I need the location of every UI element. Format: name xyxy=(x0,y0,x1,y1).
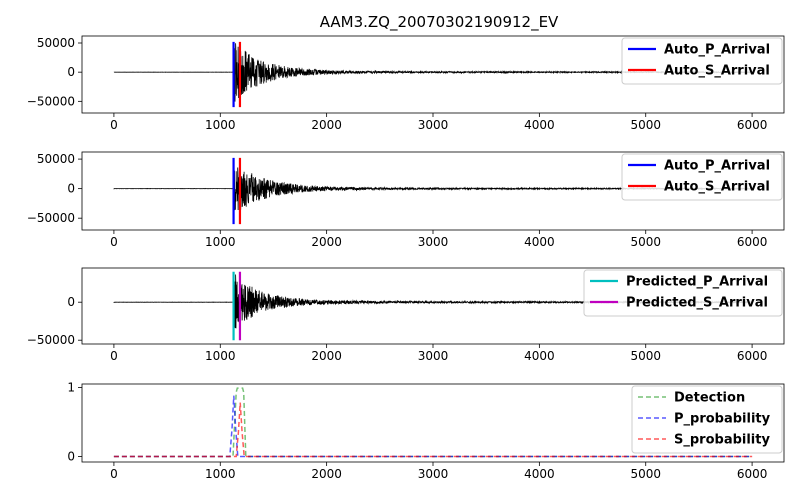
x-tick-label: 2000 xyxy=(311,235,342,249)
y-tick-label: 0 xyxy=(67,295,75,309)
y-tick-label: −50000 xyxy=(27,333,75,347)
y-tick-label: 0 xyxy=(67,449,75,463)
y-tick-label: 0 xyxy=(67,182,75,196)
legend-label: Predicted_S_Arrival xyxy=(626,296,768,311)
x-tick-label: 6000 xyxy=(737,467,768,481)
x-tick-label: 0 xyxy=(110,349,118,363)
legend-label: Predicted_P_Arrival xyxy=(626,275,768,290)
y-tick-label: 1 xyxy=(67,380,75,394)
y-tick-label: 0 xyxy=(67,65,75,79)
legend-label: Detection xyxy=(674,391,745,406)
x-tick-label: 1000 xyxy=(205,349,236,363)
panel-1: 0 1000 2000 3000 4000 5000 6000 −50000 0 50000 Aut… xyxy=(27,35,785,132)
x-tick-label: 2000 xyxy=(311,349,342,363)
x-tick-label: 5000 xyxy=(630,235,661,249)
legend-label: Auto_S_Arrival xyxy=(664,180,770,195)
legend: Auto_P_Arrival Auto_S_Arrival xyxy=(621,37,783,85)
legend-label: Auto_P_Arrival xyxy=(664,159,770,174)
x-tick-label: 1000 xyxy=(205,235,236,249)
x-tick-label: 2000 xyxy=(311,118,342,132)
x-tick-label: 5000 xyxy=(630,349,661,363)
x-tick-label: 4000 xyxy=(524,349,555,363)
y-tick-label: 50000 xyxy=(37,36,75,50)
x-tick-label: 3000 xyxy=(418,349,449,363)
panel-3: 0 1000 2000 3000 4000 5000 6000 −50000 0 Predicte… xyxy=(27,267,785,363)
legend: Predicted_P_Arrival Predicted_S_Arrival xyxy=(583,269,783,317)
x-tick-label: 5000 xyxy=(630,118,661,132)
x-tick-label: 3000 xyxy=(418,118,449,132)
y-tick-label: 50000 xyxy=(37,152,75,166)
x-tick-label: 0 xyxy=(110,235,118,249)
legend-box xyxy=(631,385,783,454)
series-detection xyxy=(113,387,753,458)
x-tick-label: 1000 xyxy=(205,467,236,481)
legend-box xyxy=(583,269,783,317)
x-tick-label: 6000 xyxy=(737,118,768,132)
x-tick-label: 0 xyxy=(110,118,118,132)
x-tick-label: 4000 xyxy=(524,118,555,132)
legend-box xyxy=(621,153,783,201)
x-tick-label: 1000 xyxy=(205,118,236,132)
x-tick-label: 0 xyxy=(110,467,118,481)
figure-title: AAM3.ZQ_20070302190912_EV xyxy=(320,13,559,32)
x-tick-label: 6000 xyxy=(737,235,768,249)
legend-label: S_probability xyxy=(674,433,770,448)
x-tick-label: 5000 xyxy=(630,467,661,481)
x-tick-label: 3000 xyxy=(418,235,449,249)
legend-box xyxy=(621,37,783,85)
legend: Auto_P_Arrival Auto_S_Arrival xyxy=(621,153,783,201)
legend: Detection P_probability S_probability xyxy=(631,385,783,454)
x-tick-label: 6000 xyxy=(737,349,768,363)
x-tick-label: 3000 xyxy=(418,467,449,481)
series-s-probability xyxy=(113,402,753,458)
x-tick-label: 2000 xyxy=(311,467,342,481)
panel-4: 0 1000 2000 3000 4000 5000 6000 0 1 Detection P_pr… xyxy=(67,380,785,481)
panel-2: 0 1000 2000 3000 4000 5000 6000 −50000 0 50000 Aut… xyxy=(27,151,785,249)
y-tick-label: −50000 xyxy=(27,94,75,108)
plot-area xyxy=(113,387,753,458)
legend-label: P_probability xyxy=(674,412,771,427)
x-tick-label: 4000 xyxy=(524,235,555,249)
legend-label: Auto_S_Arrival xyxy=(664,64,770,79)
y-tick-label: −50000 xyxy=(27,211,75,225)
x-tick-label: 4000 xyxy=(524,467,555,481)
legend-label: Auto_P_Arrival xyxy=(664,43,770,58)
